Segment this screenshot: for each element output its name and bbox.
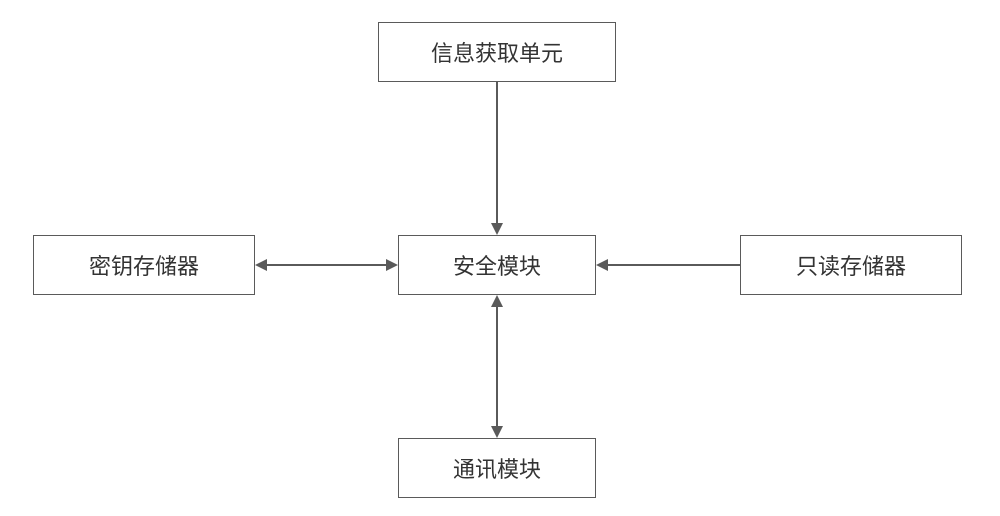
arrowhead-left-icon [596, 259, 608, 271]
node-label: 通讯模块 [453, 452, 541, 484]
arrowhead-up-icon [491, 295, 503, 307]
node-label: 信息获取单元 [431, 36, 563, 68]
arrowhead-down-icon [491, 223, 503, 235]
node-key-storage: 密钥存储器 [33, 235, 255, 295]
edge-right-center [608, 264, 740, 266]
node-readonly-storage: 只读存储器 [740, 235, 962, 295]
edge-top-center [496, 82, 498, 223]
edge-center-left [267, 264, 386, 266]
arrowhead-right-icon [386, 259, 398, 271]
node-label: 只读存储器 [796, 249, 906, 281]
node-label: 密钥存储器 [89, 249, 199, 281]
arrowhead-left-icon [255, 259, 267, 271]
node-label: 安全模块 [453, 249, 541, 281]
edge-center-bottom [496, 307, 498, 426]
node-communication-module: 通讯模块 [398, 438, 596, 498]
node-security-module: 安全模块 [398, 235, 596, 295]
arrowhead-down-icon [491, 426, 503, 438]
node-info-acquisition: 信息获取单元 [378, 22, 616, 82]
